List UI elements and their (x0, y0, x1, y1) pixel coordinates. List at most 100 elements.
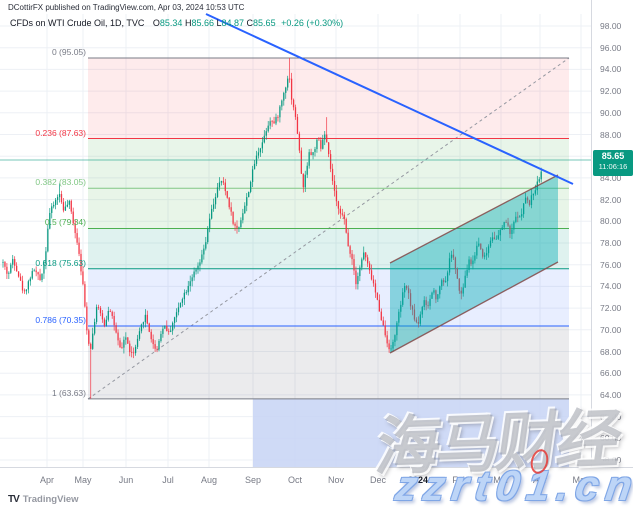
candle-body (205, 242, 207, 249)
channel-fill[interactable] (390, 175, 558, 353)
candle-body (228, 197, 230, 208)
blue-trendline[interactable] (205, 13, 574, 185)
fib-level-label: 0.5 (79.34) (44, 217, 86, 228)
candle-body (136, 338, 139, 347)
candle-body (232, 211, 234, 224)
candle-body (10, 264, 12, 273)
candle-body (222, 181, 224, 183)
candle-body (168, 331, 170, 332)
fibonacci-level-lines (88, 57, 569, 400)
candle-body (501, 227, 503, 230)
candle-body (462, 287, 464, 294)
candle-body (41, 273, 43, 281)
change-value: +0.26 (+0.30%) (281, 18, 344, 28)
candle-body (92, 333, 94, 349)
candle-body (331, 168, 334, 181)
candle-body (177, 307, 180, 313)
price-axis-label: 82.00 (600, 194, 622, 205)
candle-body (517, 216, 519, 218)
candle-body (162, 328, 164, 334)
candle-body (257, 152, 260, 156)
candle-body (398, 311, 400, 323)
candle-body (199, 262, 201, 266)
candle-body (450, 254, 453, 259)
candle-body (302, 173, 304, 188)
candle-body (37, 272, 39, 275)
candle-body (160, 333, 162, 342)
time-axis-label: Jul (162, 475, 174, 485)
price-axis-label: 68.00 (600, 346, 622, 357)
candle-body (413, 309, 416, 320)
ascending-channel (389, 174, 559, 354)
candle-body (445, 281, 447, 283)
ohlc-high-label: H (184, 18, 192, 28)
candle-body (201, 254, 203, 263)
candle-body (99, 307, 102, 314)
candle-body (464, 275, 466, 288)
candle-body (33, 270, 35, 272)
candle-body (310, 152, 312, 156)
candle-body (244, 205, 246, 214)
candle-body (62, 202, 65, 211)
candle-body (70, 200, 72, 212)
candle-body (6, 266, 8, 274)
candle-body (423, 300, 425, 307)
candle-body (487, 246, 490, 254)
candle-body (2, 262, 4, 263)
candle-body (95, 307, 98, 322)
candle-body (513, 221, 515, 230)
candle-body (452, 254, 455, 258)
candle-body (74, 223, 76, 234)
candle-body (47, 228, 49, 252)
candle-body (212, 204, 215, 209)
attribution-text: DCottirFX published on TradingView.com, … (8, 3, 245, 12)
candle-body (76, 233, 78, 243)
candle-body (248, 191, 250, 198)
candle-body (433, 290, 435, 293)
candle-body (421, 306, 423, 315)
candle-body (431, 292, 433, 299)
price-axis[interactable]: 85.65 11:06:16 98.00 96.00 94.00 92.00 90.00… (591, 0, 633, 467)
candle-body (312, 152, 314, 156)
candle-body (409, 293, 412, 307)
candle-body (396, 322, 398, 336)
channel-lower-edge[interactable] (389, 261, 559, 354)
candle-body (21, 280, 24, 291)
candle-body (56, 197, 59, 200)
candle-body (179, 302, 182, 308)
candle-body (19, 276, 22, 281)
candle-body (292, 99, 295, 108)
candle-body (261, 142, 263, 149)
symbol-legend[interactable]: CFDs on WTI Crude Oil, 1D, TVC O85.34 H8… (10, 18, 343, 28)
candle-body (367, 257, 369, 264)
candle-body (290, 78, 293, 100)
fib-band (88, 326, 569, 399)
time-axis[interactable]: Apr May Jun Jul Aug Sep Oct Nov Dec 2024 Feb Mar Apr… (0, 467, 633, 492)
candle-body (58, 194, 61, 198)
channel-upper-edge[interactable] (389, 174, 559, 264)
price-axis-label: 72.00 (600, 303, 622, 314)
candle-body (392, 342, 394, 349)
candle-body (345, 219, 347, 233)
candle-body (121, 347, 123, 348)
price-chart-plot[interactable] (0, 0, 591, 467)
price-axis-label: 90.00 (600, 107, 622, 118)
time-axis-label: Aug (200, 475, 218, 485)
candle-body (53, 204, 55, 207)
time-axis-label: Mar (493, 475, 509, 485)
candle-body (482, 249, 484, 257)
candle-body (478, 243, 480, 246)
candle-body (376, 292, 379, 300)
candle-body (524, 197, 527, 204)
candle-body (224, 182, 226, 192)
candle-body (308, 152, 310, 166)
candle-body (472, 260, 474, 265)
candle-body (443, 280, 445, 283)
candle-body (333, 180, 336, 191)
time-axis-label: Apr (532, 475, 548, 485)
candle-body (197, 265, 199, 270)
candle-body (216, 187, 219, 197)
candle-body (370, 270, 373, 280)
tradingview-logo[interactable]: TV TradingView (8, 494, 79, 505)
candle-body (123, 339, 125, 348)
